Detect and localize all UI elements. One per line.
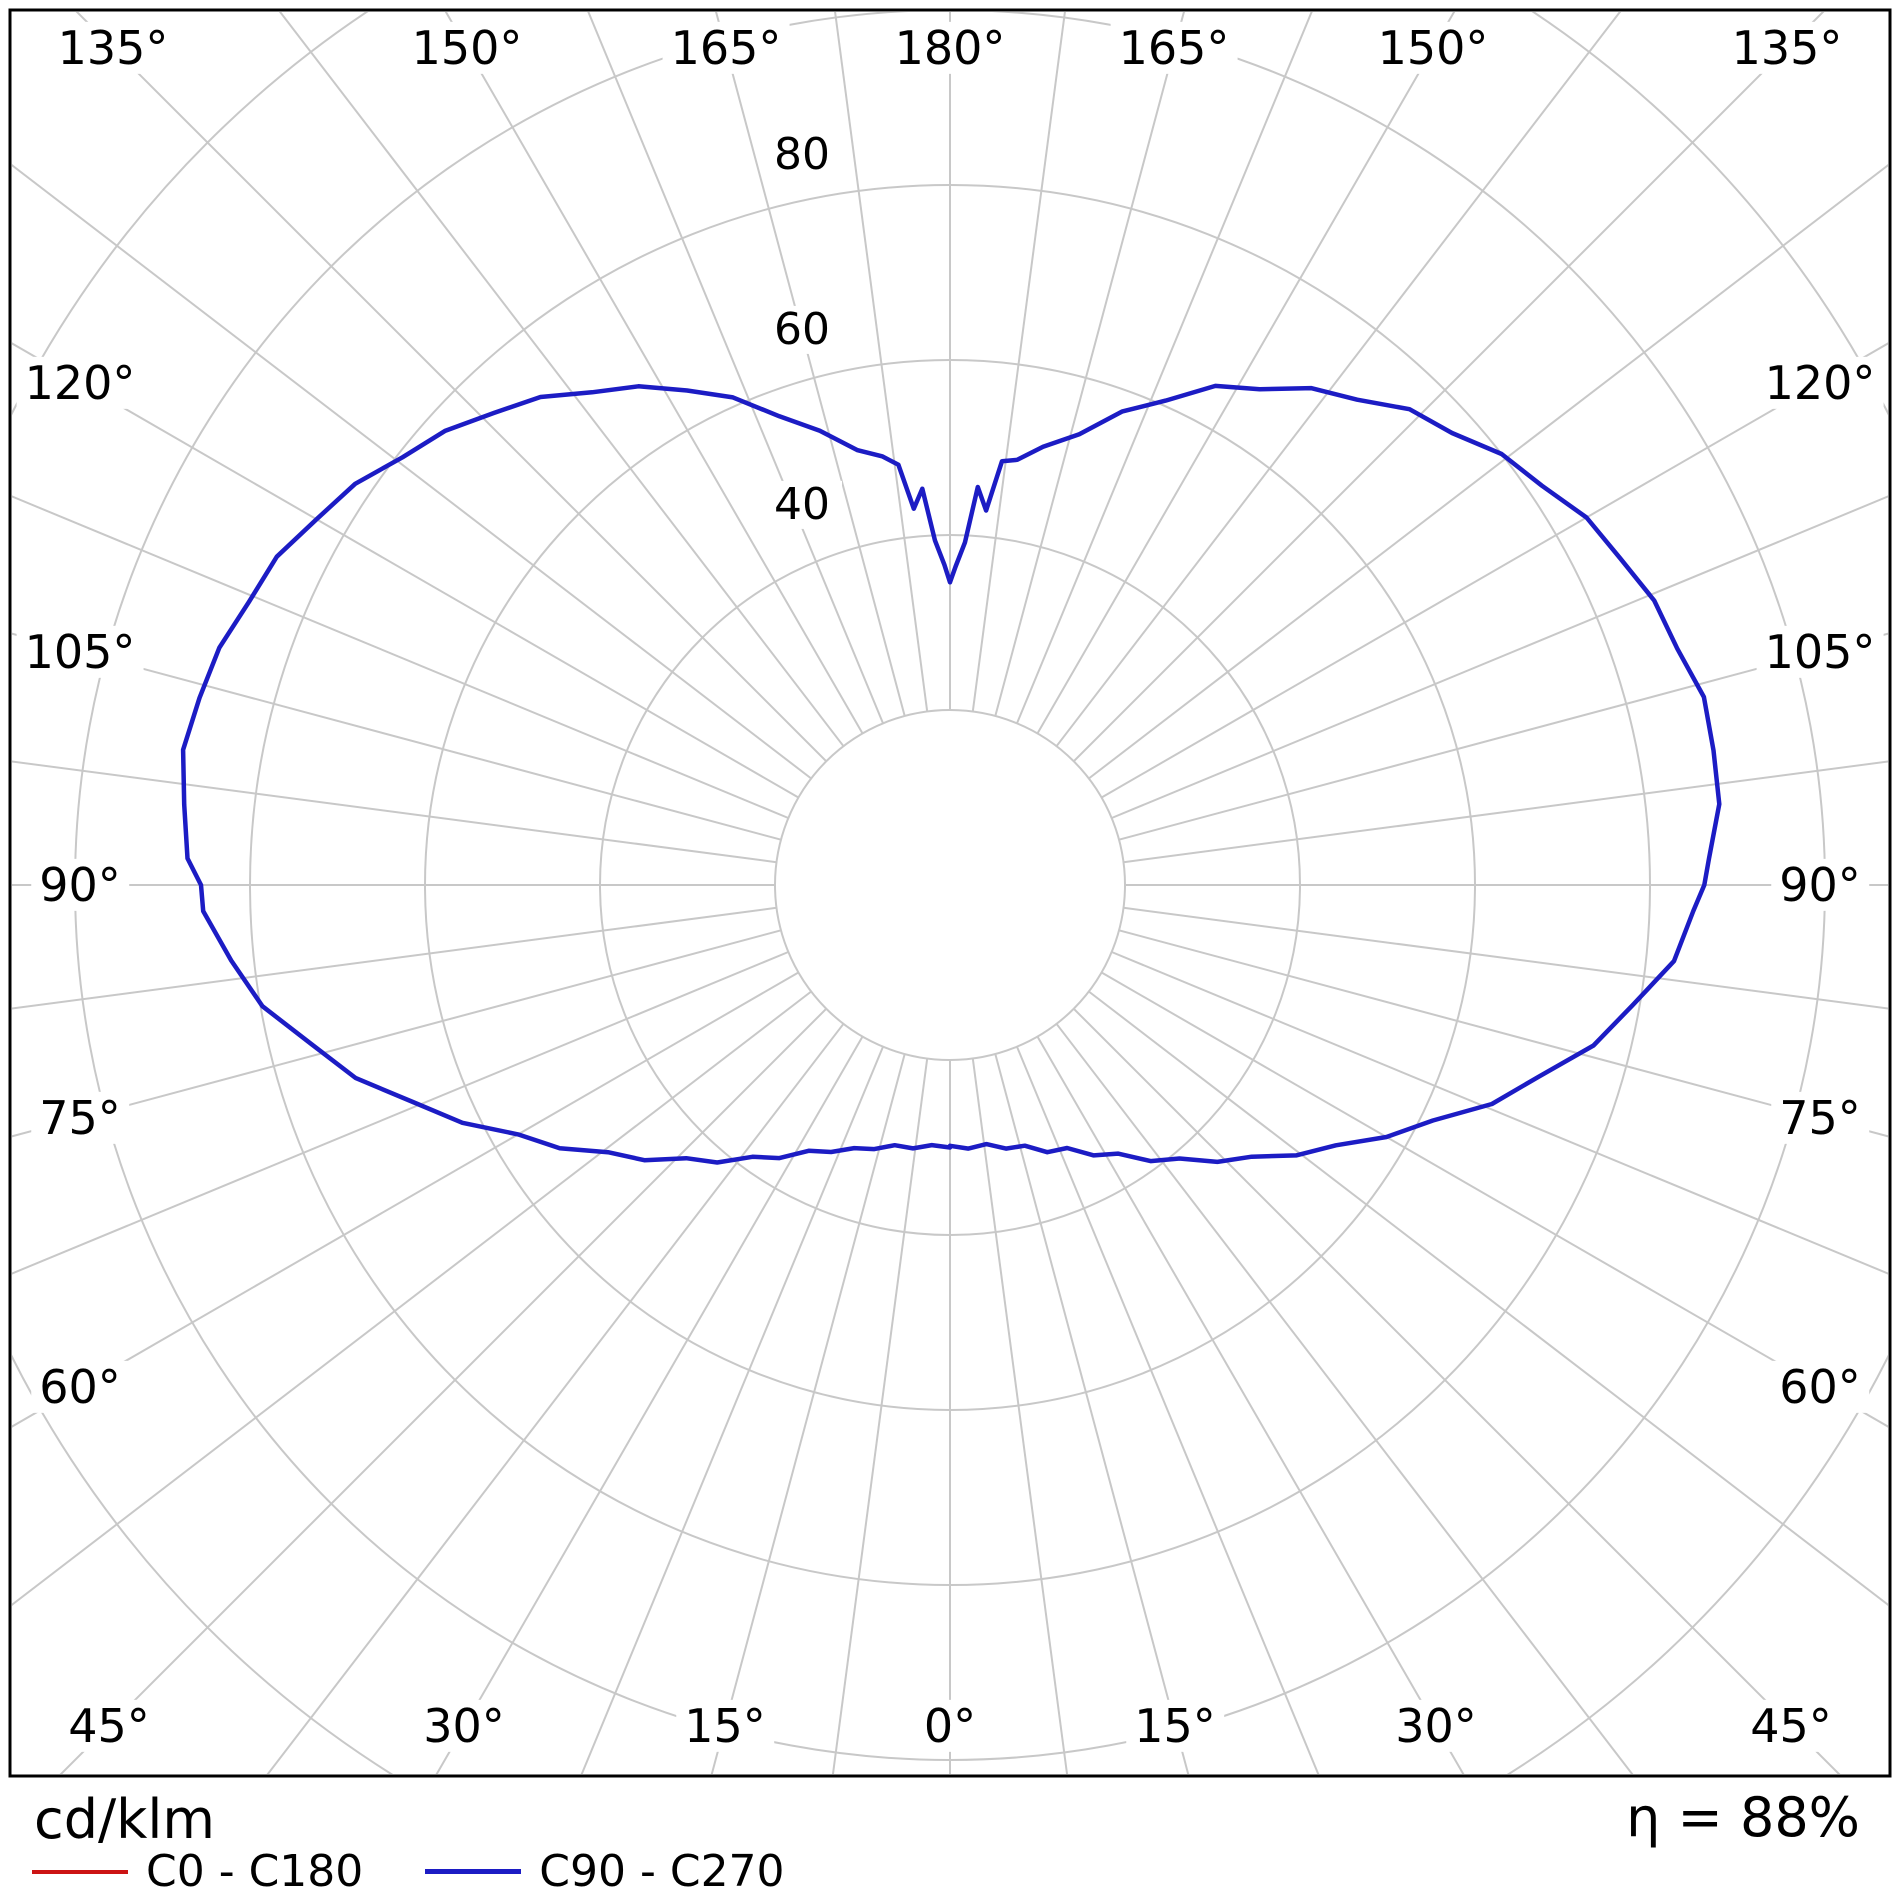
grid-spoke [971, 12, 1066, 712]
grid-spoke [1072, 12, 1825, 763]
grid-ring-20 [774, 709, 1126, 1061]
grid-spoke [1016, 1046, 1320, 1774]
legend-item-c90-c270: C90 - C270 [425, 1846, 785, 1897]
grid-spoke [831, 1058, 929, 1774]
c90-c270-line-swatch [425, 1869, 522, 1874]
grid-spoke [1118, 929, 1888, 1138]
grid-spoke [1101, 971, 1888, 1428]
grid-spoke [587, 12, 884, 724]
c0-c180-line-swatch [32, 1869, 128, 1874]
grid-spoke [1123, 906, 1888, 1010]
grid-spoke [1036, 1036, 1465, 1774]
efficiency-label: η = 88% [1626, 1786, 1860, 1849]
grid-spoke [12, 342, 799, 799]
grid-spoke [1088, 164, 1888, 780]
grid-spoke [1101, 342, 1888, 799]
grid-spoke [12, 929, 782, 1138]
grid-spoke [1118, 632, 1888, 841]
grid-spoke [1055, 1023, 1634, 1774]
grid-spoke [12, 632, 782, 841]
grid-spoke [994, 12, 1185, 717]
plot-border [8, 8, 1892, 1778]
grid-spoke [1111, 951, 1888, 1275]
grid-spoke [444, 12, 864, 734]
grid-spoke [12, 990, 812, 1606]
legend-item-c0-c180: C0 - C180 [32, 1846, 363, 1897]
grid-spoke [1123, 760, 1888, 864]
grid-spoke [1055, 12, 1622, 747]
grid-spoke [1016, 12, 1313, 724]
grid-spoke [12, 164, 812, 780]
grid-spoke [278, 12, 845, 747]
grid-spoke [1072, 1007, 1841, 1774]
grid-spoke [1088, 990, 1888, 1606]
grid-spoke [1036, 12, 1456, 734]
grid-spoke [834, 12, 929, 712]
legend-label-c0-c180: C0 - C180 [146, 1846, 364, 1897]
grid-spoke [435, 1036, 864, 1774]
grid-spoke [580, 1046, 884, 1774]
polar-chart-svg [8, 8, 1892, 1778]
polar-grid [12, 12, 1888, 1774]
grid-spoke [971, 1058, 1069, 1774]
grid-spoke [12, 906, 777, 1010]
legend: C0 - C180 C90 - C270 [32, 1846, 785, 1897]
curve-C90-C270 [180, 383, 1722, 1165]
grid-spoke [715, 12, 906, 717]
grid-spoke [59, 1007, 828, 1774]
legend-label-c90-c270: C90 - C270 [539, 1846, 785, 1897]
grid-spoke [12, 971, 799, 1428]
units-label: cd/klm [34, 1788, 216, 1851]
grid-spoke [12, 495, 789, 819]
grid-spoke [12, 951, 789, 1275]
grid-spoke [75, 12, 828, 763]
grid-spoke [710, 1053, 906, 1774]
grid-spoke [12, 760, 777, 864]
grid-spoke [994, 1053, 1190, 1774]
grid-spoke [266, 1023, 845, 1774]
grid-spoke [1111, 495, 1888, 819]
